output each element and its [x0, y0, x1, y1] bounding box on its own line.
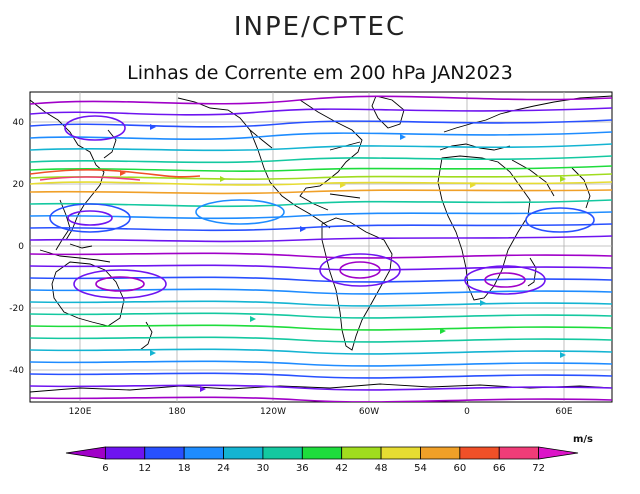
lat-tick-label: 0 — [18, 242, 24, 252]
colorbar-label: 30 — [257, 463, 270, 474]
colorbar-label: 42 — [335, 463, 348, 474]
colorbar-segment — [262, 446, 303, 460]
lon-tick-label: 180 — [168, 407, 185, 417]
streamlines — [30, 95, 612, 402]
colorbar-segment — [144, 446, 185, 460]
colorbar-label: 66 — [493, 463, 506, 474]
colorbar-label: 48 — [375, 463, 388, 474]
lat-tick-label: 20 — [13, 180, 25, 190]
lon-tick-label: 120E — [69, 407, 92, 417]
lon-tick-label: 60E — [555, 407, 572, 417]
colorbar-segment — [420, 446, 461, 460]
colorbar-label: 54 — [414, 463, 427, 474]
colorbar-label: 72 — [532, 463, 545, 474]
organization-title: INPE/CPTEC — [233, 12, 407, 42]
streamline-arrows — [120, 124, 566, 392]
colorbar-label: 6 — [102, 463, 108, 474]
lat-tick-label: -20 — [9, 304, 24, 314]
lon-tick-label: 60W — [359, 407, 379, 417]
colorbar-unit: m/s — [573, 434, 593, 445]
colorbar: m/s 6 12 18 24 30 36 42 48 54 60 66 72 — [65, 434, 593, 474]
colorbar-segment — [104, 446, 146, 460]
lon-tick-label: 120W — [260, 407, 286, 417]
colorbar-segment — [183, 446, 224, 460]
lat-tick-label: 40 — [13, 118, 25, 128]
colorbar-segment — [459, 446, 500, 460]
lat-axis: 40 20 0 -20 -40 — [9, 118, 24, 376]
chart-title: Linhas de Corrente em 200 hPa JAN2023 — [127, 62, 513, 84]
colorbar-label: 12 — [138, 463, 151, 474]
lon-tick-label: 0 — [464, 407, 470, 417]
colorbar-segment — [223, 446, 264, 460]
colorbar-label: 18 — [178, 463, 191, 474]
colorbar-segment — [301, 446, 343, 460]
colorbar-segment — [65, 446, 106, 460]
colorbar-segment — [538, 446, 579, 460]
colorbar-segment — [380, 446, 421, 460]
colorbar-segment — [341, 446, 382, 460]
lat-tick-label: -40 — [9, 366, 24, 376]
colorbar-segment — [498, 446, 540, 460]
colorbar-label: 36 — [296, 463, 309, 474]
lon-axis: 120E 180 120W 60W 0 60E — [69, 407, 573, 417]
colorbar-label: 60 — [453, 463, 466, 474]
colorbar-label: 24 — [217, 463, 230, 474]
